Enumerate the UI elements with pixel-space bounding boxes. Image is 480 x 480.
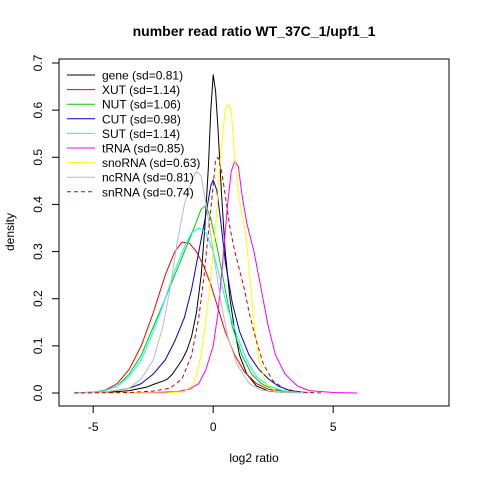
y-tick-label-7: 0.7 xyxy=(31,54,45,71)
x-axis-label: log2 ratio xyxy=(229,451,279,465)
legend-label-3: CUT (sd=0.98) xyxy=(102,112,181,126)
legend: gene (sd=0.81)XUT (sd=1.14)NUT (sd=1.06)… xyxy=(67,69,200,199)
y-tick-label-4: 0.4 xyxy=(31,196,45,213)
series-line-1 xyxy=(73,241,310,394)
series-line-6 xyxy=(74,103,310,394)
y-tick-label-0: 0.0 xyxy=(31,384,45,401)
y-tick-label-3: 0.3 xyxy=(31,243,45,260)
legend-label-0: gene (sd=0.81) xyxy=(102,69,183,83)
series-line-2 xyxy=(73,204,310,394)
legend-label-1: XUT (sd=1.14) xyxy=(102,83,180,97)
plot-series xyxy=(73,74,358,394)
y-tick-label-5: 0.5 xyxy=(31,149,45,166)
series-line-3 xyxy=(73,179,310,394)
x-axis: -5 0 5 xyxy=(88,405,337,434)
chart-title: number read ratio WT_37C_1/upf1_1 xyxy=(133,23,376,39)
y-tick-label-2: 0.2 xyxy=(31,290,45,307)
legend-label-5: tRNA (sd=0.85) xyxy=(102,142,184,156)
legend-label-7: ncRNA (sd=0.81) xyxy=(102,171,194,185)
x-tick-label-1: 0 xyxy=(210,420,217,434)
y-axis-label: density xyxy=(3,213,17,251)
legend-label-4: SUT (sd=1.14) xyxy=(102,127,180,141)
y-axis: 0.0 0.1 0.2 0.3 0.4 0.5 0.6 0.7 xyxy=(31,54,60,401)
legend-label-6: snoRNA (sd=0.63) xyxy=(102,156,200,170)
y-tick-label-1: 0.1 xyxy=(31,337,45,354)
series-line-7 xyxy=(73,170,310,394)
x-tick-label-0: -5 xyxy=(88,420,99,434)
legend-label-2: NUT (sd=1.06) xyxy=(102,98,181,112)
y-tick-label-6: 0.6 xyxy=(31,101,45,118)
x-tick-label-2: 5 xyxy=(330,420,337,434)
series-line-8 xyxy=(73,156,322,394)
series-line-0 xyxy=(73,74,310,394)
legend-label-8: snRNA (sd=0.74) xyxy=(102,185,194,199)
series-line-4 xyxy=(73,227,310,394)
